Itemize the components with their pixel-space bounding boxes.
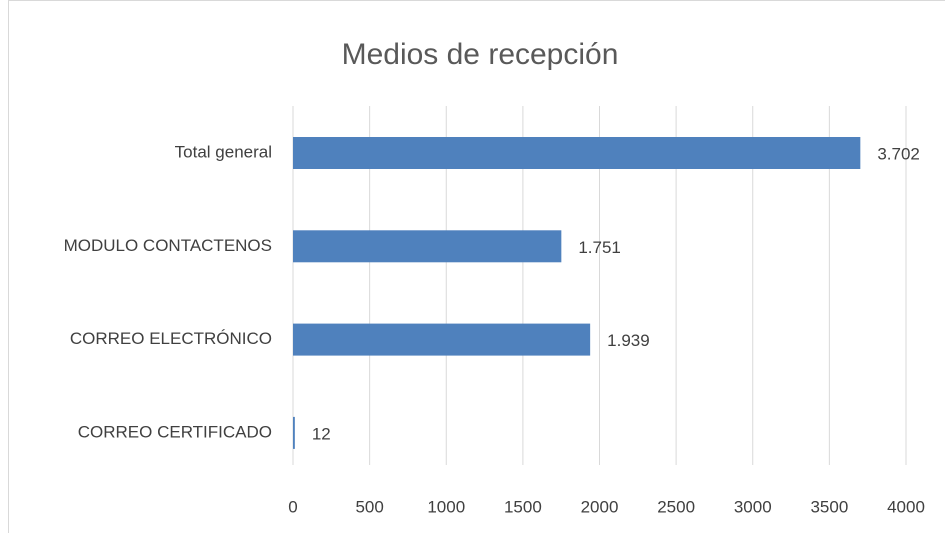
data-label: 12 <box>312 424 331 443</box>
x-tick-label: 3500 <box>810 497 848 516</box>
x-tick-label: 1000 <box>427 497 465 516</box>
data-label: 1.939 <box>607 331 650 350</box>
x-tick-label: 2000 <box>581 497 619 516</box>
x-tick-label: 2500 <box>657 497 695 516</box>
x-tick-label: 0 <box>288 497 297 516</box>
bar <box>293 323 591 356</box>
bar <box>293 230 562 263</box>
bar <box>293 137 861 169</box>
y-tick-label: CORREO CERTIFICADO <box>78 422 272 441</box>
y-tick-label: CORREO ELECTRÓNICO <box>70 329 272 348</box>
chart-frame <box>8 0 945 533</box>
chart-title: Medios de recepción <box>342 38 619 71</box>
y-tick-label: Total general <box>175 142 272 161</box>
x-tick-label: 4000 <box>887 497 925 516</box>
x-tick-label: 1500 <box>504 497 542 516</box>
y-tick-label: MODULO CONTACTENOS <box>64 236 272 255</box>
data-label: 3.702 <box>877 144 920 163</box>
x-tick-label: 3000 <box>734 497 772 516</box>
data-label: 1.751 <box>578 238 621 257</box>
x-tick-label: 500 <box>355 497 383 516</box>
bar <box>293 416 295 449</box>
